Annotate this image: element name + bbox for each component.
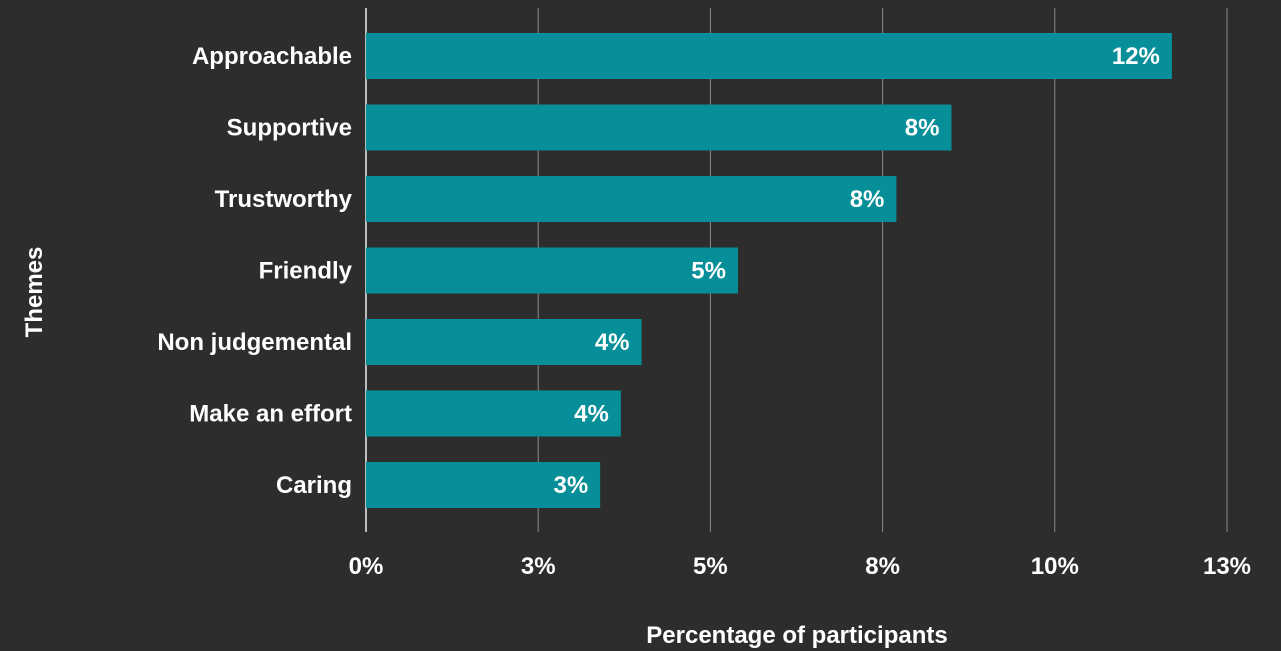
bar — [366, 319, 642, 365]
bar — [366, 390, 621, 437]
category-label: Caring — [276, 472, 352, 499]
x-tick-labels: 0% 3% 5% 8% 10% 13% — [349, 553, 1251, 580]
x-tick-label: 8% — [865, 553, 900, 580]
x-tick-label: 10% — [1031, 553, 1079, 580]
data-label: 4% — [574, 401, 609, 428]
category-label: Trustworthy — [215, 186, 353, 213]
data-label: 12% — [1112, 43, 1160, 70]
category-labels: Approachable Supportive Trustworthy Friendl… — [157, 43, 352, 499]
x-tick-label: 3% — [521, 553, 556, 580]
data-label: 5% — [691, 258, 726, 285]
data-label: 8% — [850, 186, 885, 213]
bar — [366, 247, 738, 294]
category-label: Make an effort — [189, 401, 352, 428]
x-tick-label: 13% — [1203, 553, 1251, 580]
data-label: 3% — [554, 472, 589, 499]
data-label: 8% — [905, 115, 940, 142]
bars: 12% 8% 8% 5% 4% 4% 3% — [366, 33, 1172, 508]
category-label: Approachable — [192, 43, 352, 70]
bar — [366, 176, 897, 222]
data-label: 4% — [595, 329, 630, 356]
bar — [366, 33, 1172, 79]
x-tick-label: 0% — [349, 553, 384, 580]
category-label: Non judgemental — [157, 329, 352, 356]
x-axis-title: Percentage of participants — [646, 622, 947, 649]
y-axis-title: Themes — [21, 247, 48, 338]
bar — [366, 462, 601, 508]
category-label: Friendly — [259, 258, 353, 285]
bar — [366, 104, 952, 151]
category-label: Supportive — [227, 115, 352, 142]
x-tick-label: 5% — [693, 553, 728, 580]
